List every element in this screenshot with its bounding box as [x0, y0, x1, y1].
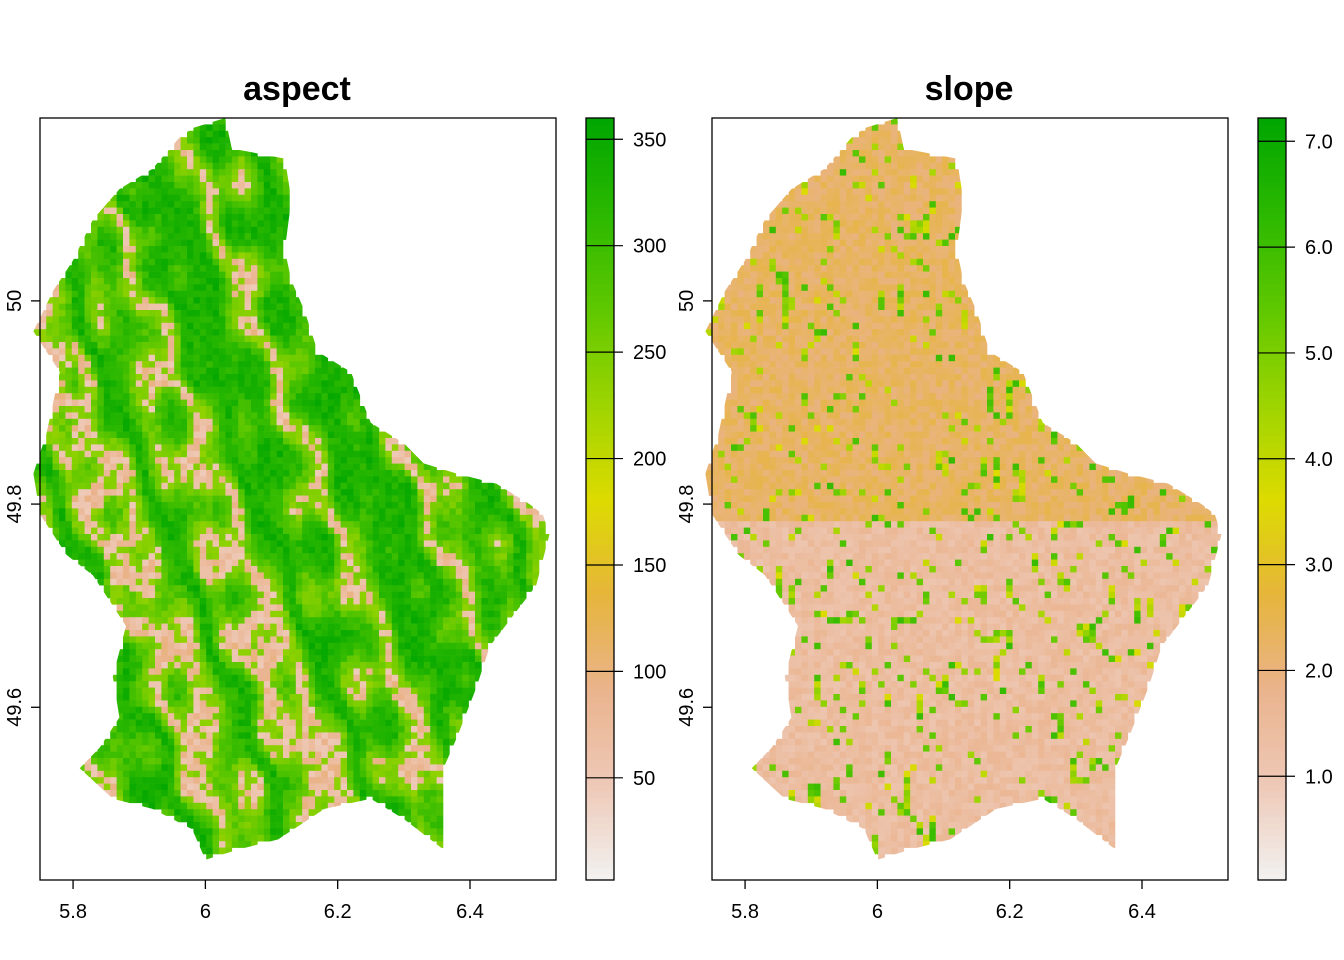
y-tick-label: 49.8: [4, 485, 26, 524]
aspect-legend-colorbar: [586, 118, 614, 881]
aspect-title: aspect: [243, 70, 351, 108]
x-tick-label: 6.2: [996, 901, 1024, 923]
aspect-y-axis: 49.6 49.8 50: [4, 290, 40, 727]
x-tick-label: 5.8: [59, 901, 87, 923]
y-tick-label: 49.6: [676, 688, 698, 727]
y-tick-label: 49.6: [4, 688, 26, 727]
legend-tick-label: 100: [633, 661, 666, 683]
aspect-plot-frame: [39, 117, 557, 881]
legend-tick-label: 350: [633, 129, 666, 151]
legend-tick-label: 7.0: [1305, 131, 1333, 153]
x-tick-label: 6.2: [324, 901, 352, 923]
legend-tick-label: 5.0: [1305, 343, 1333, 365]
aspect-legend: 50 100 150 200 250 300 350: [585, 117, 666, 881]
aspect-raster: [33, 118, 550, 860]
legend-tick-label: 150: [633, 555, 666, 577]
slope-raster: [705, 118, 1222, 860]
x-tick-label: 6: [872, 901, 883, 923]
slope-panel: slope 5.8 6 6.2 6.4 49.6 49.8 50 1.0 2.0 3.0 4.0…: [676, 70, 1333, 923]
x-tick-label: 6: [200, 901, 211, 923]
aspect-panel: aspect 5.8 6 6.2 6.4 49.6 49.8 50 50 100 150 200…: [4, 70, 666, 923]
slope-legend-frame: [1257, 117, 1287, 881]
aspect-legend-frame: [585, 117, 615, 881]
legend-tick-label: 200: [633, 449, 666, 471]
legend-tick-label: 6.0: [1305, 237, 1333, 259]
legend-tick-label: 1.0: [1305, 766, 1333, 788]
slope-plot-frame: [711, 117, 1229, 881]
legend-tick-label: 3.0: [1305, 555, 1333, 577]
slope-legend-colorbar: [1258, 118, 1286, 881]
slope-y-axis: 49.6 49.8 50: [676, 290, 712, 727]
x-tick-label: 5.8: [731, 901, 759, 923]
legend-tick-label: 50: [633, 768, 655, 790]
legend-tick-label: 300: [633, 236, 666, 258]
slope-title: slope: [925, 70, 1014, 108]
legend-tick-label: 250: [633, 342, 666, 364]
y-tick-label: 50: [676, 290, 698, 312]
legend-tick-label: 4.0: [1305, 449, 1333, 471]
slope-legend-ticks: 1.0 2.0 3.0 4.0 5.0 6.0 7.0: [1258, 131, 1333, 788]
x-tick-label: 6.4: [456, 901, 484, 923]
y-tick-label: 49.8: [676, 485, 698, 524]
aspect-legend-ticks: 50 100 150 200 250 300 350: [586, 129, 666, 790]
slope-legend: 1.0 2.0 3.0 4.0 5.0 6.0 7.0: [1257, 117, 1333, 881]
x-tick-label: 6.4: [1128, 901, 1156, 923]
legend-tick-label: 2.0: [1305, 660, 1333, 682]
y-tick-label: 50: [4, 290, 26, 312]
aspect-x-axis: 5.8 6 6.2 6.4: [59, 880, 484, 923]
slope-x-axis: 5.8 6 6.2 6.4: [731, 880, 1156, 923]
